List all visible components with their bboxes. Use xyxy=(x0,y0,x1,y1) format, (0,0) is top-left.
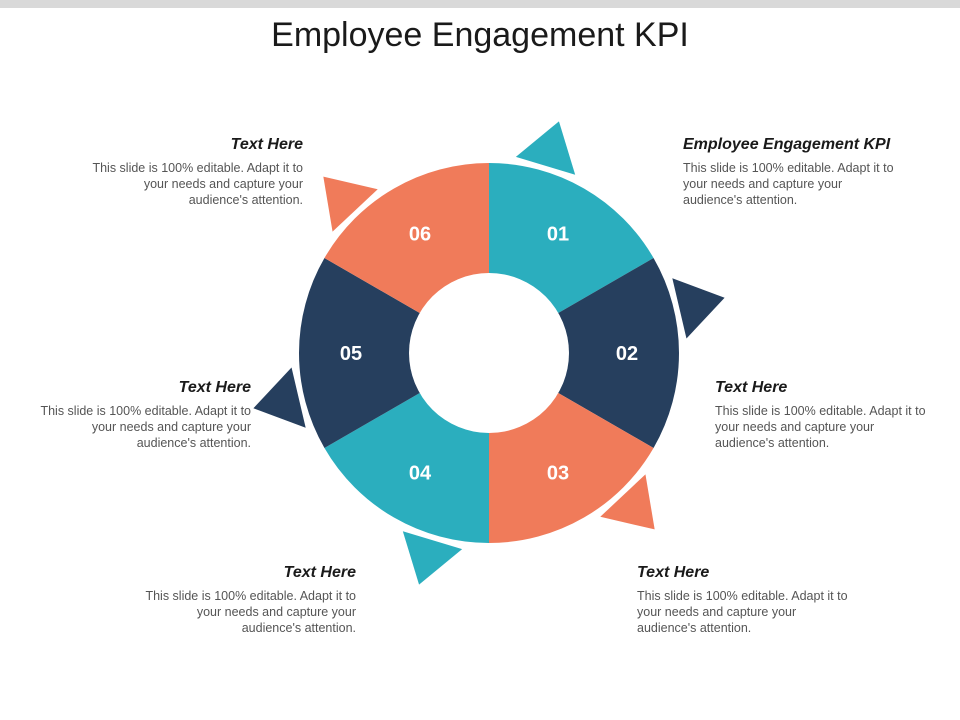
segment-label-06: 06 xyxy=(409,223,431,245)
ring-segment-02 xyxy=(556,258,679,448)
text-block-1-body: This slide is 100% editable. Adapt it to… xyxy=(683,161,894,207)
text-block-4: Text Here This slide is 100% editable. A… xyxy=(141,564,356,636)
text-block-2-body: This slide is 100% editable. Adapt it to… xyxy=(715,404,926,450)
ring-center-hole xyxy=(409,273,569,433)
text-block-5-heading: Text Here xyxy=(178,379,251,396)
ring-segment-05 xyxy=(299,258,422,448)
top-bar xyxy=(0,0,960,8)
text-block-1: Employee Engagement KPI This slide is 10… xyxy=(683,136,898,208)
page-title: Employee Engagement KPI xyxy=(271,16,689,54)
text-block-6: Text Here This slide is 100% editable. A… xyxy=(88,136,303,208)
segment-labels: 01 02 03 04 05 06 xyxy=(340,223,638,484)
segment-label-05: 05 xyxy=(340,343,362,365)
text-block-5: Text Here This slide is 100% editable. A… xyxy=(36,379,251,451)
text-block-4-body: This slide is 100% editable. Adapt it to… xyxy=(145,589,356,635)
pointer-triangle-01 xyxy=(515,121,576,175)
segment-label-02: 02 xyxy=(616,343,638,365)
text-block-5-body: This slide is 100% editable. Adapt it to… xyxy=(40,404,251,450)
pointer-triangle-06 xyxy=(323,176,378,232)
ring-segment-04 xyxy=(324,392,489,543)
text-block-2-heading: Text Here xyxy=(715,379,788,396)
pointers xyxy=(253,121,725,585)
segment-label-04: 04 xyxy=(409,463,432,485)
text-block-3-heading: Text Here xyxy=(637,564,710,581)
pointer-triangle-03 xyxy=(600,474,655,530)
text-block-6-heading: Text Here xyxy=(230,136,303,153)
ring-segment-01 xyxy=(489,163,654,314)
text-block-6-body: This slide is 100% editable. Adapt it to… xyxy=(92,161,303,207)
pointer-triangle-02 xyxy=(672,278,725,339)
text-block-3-body: This slide is 100% editable. Adapt it to… xyxy=(637,589,848,635)
text-block-4-heading: Text Here xyxy=(283,564,356,581)
text-block-2: Text Here This slide is 100% editable. A… xyxy=(715,379,930,451)
text-block-1-heading: Employee Engagement KPI xyxy=(683,136,891,153)
text-block-3: Text Here This slide is 100% editable. A… xyxy=(637,564,852,636)
ring-segment-03 xyxy=(489,392,654,543)
pointer-triangle-04 xyxy=(402,531,463,585)
ring-segments xyxy=(299,163,679,543)
ring-segment-06 xyxy=(324,163,489,314)
segment-label-03: 03 xyxy=(547,463,569,485)
segment-label-01: 01 xyxy=(547,223,569,245)
pointer-triangle-05 xyxy=(253,367,306,428)
